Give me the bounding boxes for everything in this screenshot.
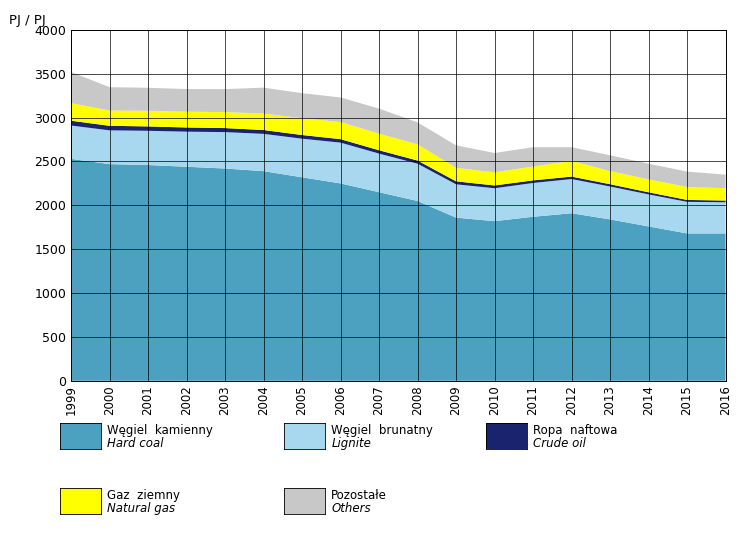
Text: Pozostałe: Pozostałe [331,489,387,502]
Text: PJ / PJ: PJ / PJ [9,14,46,27]
Text: Gaz  ziemny: Gaz ziemny [107,489,180,502]
Text: Węgiel  kamienny: Węgiel kamienny [107,424,213,437]
Text: Hard coal: Hard coal [107,436,164,449]
Text: Crude oil: Crude oil [533,436,586,449]
Text: Others: Others [331,502,371,515]
Text: Lignite: Lignite [331,436,371,449]
Text: Węgiel  brunatny: Węgiel brunatny [331,424,433,437]
Text: Natural gas: Natural gas [107,502,175,515]
Text: Ropa  naftowa: Ropa naftowa [533,424,618,437]
